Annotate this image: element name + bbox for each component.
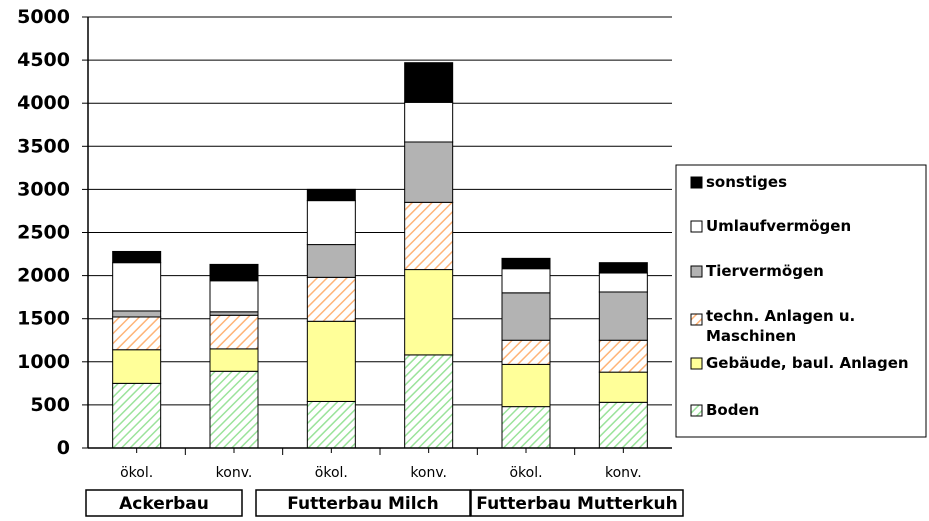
bar-segment-boden: [404, 354, 454, 449]
bar-segment-boden: [306, 400, 356, 449]
group-label: Futterbau Mutterkuh: [476, 494, 677, 514]
bar-segment-geb-ude-baul-anlagen: [112, 349, 162, 384]
bar-segment-tierverm-gen: [112, 310, 162, 318]
bar-segment-techn-anlagen-u-maschinen: [501, 339, 551, 365]
y-tick-label: 1500: [17, 308, 70, 330]
bar-segment-boden: [501, 406, 551, 449]
y-tick-label: 2500: [17, 222, 70, 244]
y-tick-label: 3500: [17, 135, 70, 157]
bar-segment-tierverm-gen: [598, 291, 648, 341]
group-label: Futterbau Milch: [287, 494, 438, 514]
bar-segment-sonstiges: [501, 257, 551, 270]
bar-segment-sonstiges: [598, 262, 648, 274]
axes: [87, 17, 672, 455]
y-tick-label: 0: [57, 437, 70, 459]
x-tick-label: konv.: [410, 465, 447, 481]
x-tick-labels: ökol. konv. ökol. konv. ökol. konv.: [120, 465, 642, 481]
y-tick-label: 4000: [17, 92, 70, 114]
legend-swatch: [690, 176, 703, 189]
bar-segment-sonstiges: [112, 250, 162, 264]
bar-segment-geb-ude-baul-anlagen: [501, 363, 551, 408]
y-tick-label: 3000: [17, 178, 70, 200]
legend-entry: techn. Anlagen u. Maschinen: [706, 307, 855, 345]
bar-segment-umlaufverm-gen: [404, 101, 454, 143]
group-label: Ackerbau: [119, 494, 209, 514]
bar-segment-tierverm-gen: [404, 141, 454, 203]
legend-box: [675, 164, 927, 438]
bar-segment-sonstiges: [404, 62, 454, 103]
bar-segment-umlaufverm-gen: [112, 262, 162, 312]
bar-segment-geb-ude-baul-anlagen: [209, 348, 259, 372]
x-tick-label: ökol.: [120, 465, 153, 481]
bar-segment-tierverm-gen: [501, 292, 551, 341]
bar-segment-umlaufverm-gen: [598, 272, 648, 293]
legend-entry: Tiervermögen: [706, 262, 824, 280]
y-tick-label: 1000: [17, 351, 70, 373]
gridlines: [82, 16, 672, 449]
legend: sonstiges Umlaufvermögen Tiervermögen techn…: [675, 164, 927, 438]
group-label-box: [470, 489, 684, 517]
legend-swatch: [690, 313, 703, 326]
legend-entry: Gebäude, baul. Anlagen: [706, 354, 909, 372]
legend-entry: Umlaufvermögen: [706, 217, 851, 235]
x-tick-label: konv.: [605, 465, 642, 481]
group-label-box: [255, 489, 471, 517]
bar-segment-boden: [598, 401, 648, 449]
bar-segment-tierverm-gen: [306, 244, 356, 278]
legend-swatch: [690, 404, 703, 417]
bar-segment-umlaufverm-gen: [306, 200, 356, 246]
bar-segment-techn-anlagen-u-maschinen: [209, 314, 259, 350]
bar-segment-sonstiges: [306, 188, 356, 202]
bar-segment-techn-anlagen-u-maschinen: [306, 276, 356, 322]
y-tick-label: 500: [30, 394, 70, 416]
legend-swatch: [690, 265, 703, 278]
legend-entry: sonstiges: [706, 173, 787, 191]
bar-segment-boden: [112, 382, 162, 449]
bar-segment-techn-anlagen-u-maschinen: [598, 339, 648, 373]
legend-swatch: [690, 357, 703, 370]
bar-segment-sonstiges: [209, 263, 259, 282]
y-tick-label: 4500: [17, 49, 70, 71]
bar-segment-umlaufverm-gen: [209, 280, 259, 313]
group-labels: Ackerbau Futterbau Milch Futterbau Mutterk…: [85, 489, 684, 517]
bar-segment-boden: [209, 370, 259, 449]
x-tick-label: konv.: [216, 465, 253, 481]
bar-segment-geb-ude-baul-anlagen: [306, 320, 356, 402]
bar-segment-techn-anlagen-u-maschinen: [112, 316, 162, 351]
bar-segment-umlaufverm-gen: [501, 268, 551, 294]
y-tick-label: 2000: [17, 265, 70, 287]
bar-segment-tierverm-gen: [209, 311, 259, 316]
bar-segment-geb-ude-baul-anlagen: [598, 371, 648, 403]
bar-segment-techn-anlagen-u-maschinen: [404, 201, 454, 271]
bar-segment-geb-ude-baul-anlagen: [404, 269, 454, 356]
legend-swatch: [690, 220, 703, 233]
y-tick-labels: 0 500 1000 1500 2000 2500 3000 3500 4000 4500 5000: [17, 6, 70, 459]
y-tick-label: 5000: [17, 6, 70, 28]
x-tick-label: ökol.: [509, 465, 542, 481]
x-tick-label: ökol.: [315, 465, 348, 481]
bars: [112, 62, 648, 449]
group-label-box: [85, 489, 243, 517]
legend-entry: Boden: [706, 401, 759, 419]
